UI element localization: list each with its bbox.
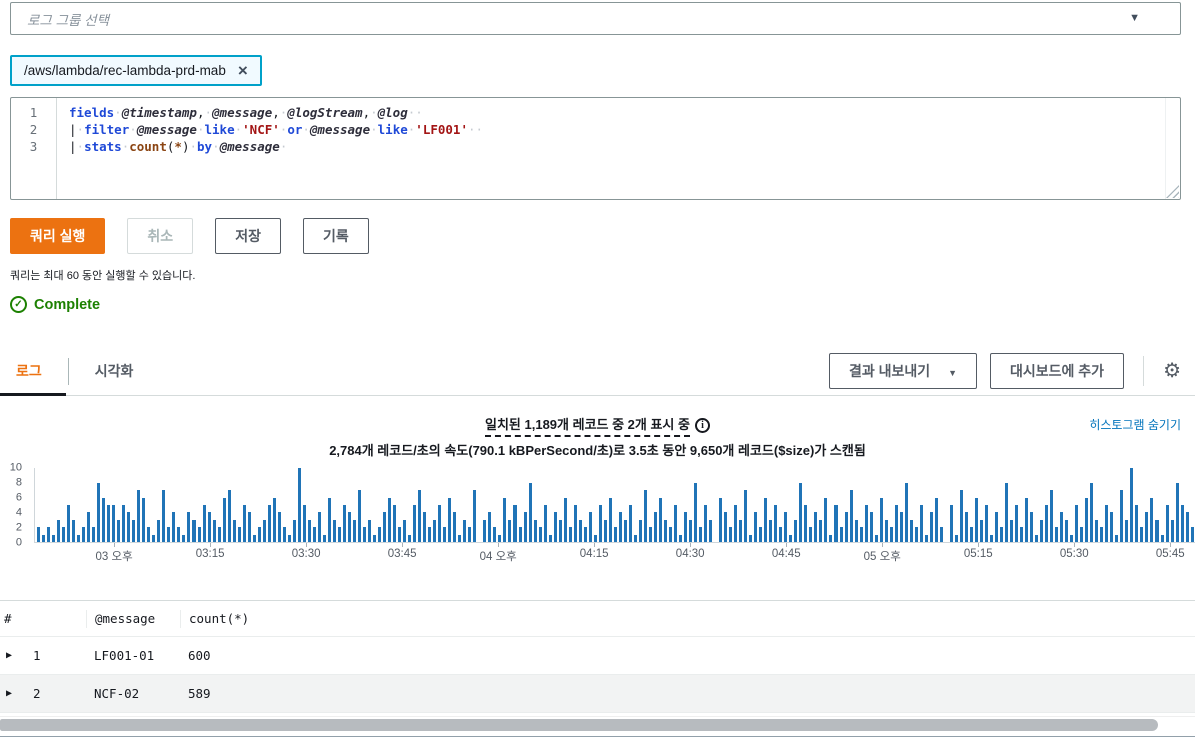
- cell-message: NCF-02: [94, 685, 140, 701]
- tab-visualization[interactable]: 시각화: [94, 363, 134, 379]
- log-group-chip: /aws/lambda/rec-lambda-prd-mab ×: [10, 55, 262, 86]
- results-actions: 결과 내보내기 ▼ 대시보드에 추가 ⚙: [829, 353, 1181, 389]
- hide-histogram-link[interactable]: 히스토그램 숨기기: [1089, 418, 1181, 432]
- chevron-down-icon: ▼: [948, 368, 957, 378]
- histogram-chart: 0 2 4 6 8 10 03 오후 03:15 03:30 03:45 04 오후 04:15 04…: [0, 461, 1195, 566]
- log-group-select[interactable]: 로그 그룹 선택 ▼: [10, 2, 1181, 35]
- query-status-label: Complete: [34, 296, 101, 313]
- check-circle-icon: ✓: [10, 296, 27, 313]
- editor-scrollbar-track: [1165, 98, 1166, 199]
- log-group-chip-label: /aws/lambda/rec-lambda-prd-mab: [24, 63, 226, 78]
- info-icon[interactable]: i: [694, 418, 710, 433]
- expand-row-icon[interactable]: ▶: [6, 688, 13, 699]
- row-index: 1: [33, 648, 41, 663]
- editor-code[interactable]: fields·@timestamp,·@message,·@logStream,…: [69, 105, 484, 154]
- active-tab-underline: [0, 393, 66, 396]
- table-row[interactable]: ▶ 1 LF001-01 600: [0, 637, 1195, 675]
- chart-x-axis: 03 오후 03:15 03:30 03:45 04 오후 04:15 04:30 04:45…: [95, 548, 1185, 563]
- horizontal-scrollbar[interactable]: [0, 716, 1195, 732]
- save-button[interactable]: 저장: [215, 218, 281, 254]
- histogram-titles: 일치된 1,189개 레코드 중 2개 표시 중 i 2,784개 레코드/초의…: [0, 414, 1195, 459]
- query-duration-note: 쿼리는 최대 60 동안 실행할 수 있습니다.: [10, 270, 196, 282]
- tab-divider: [67, 357, 69, 385]
- chart-bars: [35, 468, 1195, 542]
- gear-icon[interactable]: ⚙: [1163, 360, 1181, 382]
- chart-y-axis: 0 2 4 6 8 10: [9, 461, 22, 549]
- column-header-message: @message: [86, 609, 180, 628]
- horizontal-scrollbar-thumb[interactable]: [0, 719, 1158, 731]
- add-to-dashboard-button[interactable]: 대시보드에 추가: [990, 353, 1125, 389]
- tab-logs[interactable]: 로그: [16, 363, 42, 379]
- histogram-section: 히스토그램 숨기기 일치된 1,189개 레코드 중 2개 표시 중 i 2,7…: [0, 414, 1195, 566]
- log-group-select-placeholder: 로그 그룹 선택: [27, 12, 110, 28]
- query-status: ✓ Complete: [10, 296, 1185, 313]
- column-header-count: count(*): [180, 609, 1195, 628]
- expand-row-icon[interactable]: ▶: [6, 650, 13, 661]
- cancel-button[interactable]: 취소: [127, 218, 194, 254]
- records-matched-summary: 일치된 1,189개 레코드 중 2개 표시 중: [485, 414, 690, 437]
- chart-plot-area: [34, 468, 1195, 543]
- chevron-down-icon[interactable]: ▼: [1129, 12, 1140, 24]
- results-header: 로그 시각화 결과 내보내기 ▼ 대시보드에 추가 ⚙: [0, 347, 1195, 396]
- run-query-button[interactable]: 쿼리 실행: [10, 218, 106, 254]
- remove-chip-icon[interactable]: ×: [237, 61, 248, 80]
- column-header-index: #: [4, 611, 12, 626]
- cell-count: 600: [188, 647, 211, 663]
- cell-count: 589: [188, 685, 211, 701]
- history-button[interactable]: 기록: [302, 218, 369, 254]
- query-toolbar: 쿼리 실행 취소 저장 기록: [10, 218, 1185, 254]
- export-results-button[interactable]: 결과 내보내기 ▼: [829, 353, 977, 389]
- export-results-label: 결과 내보내기: [849, 363, 931, 379]
- table-body: ▶ 1 LF001-01 600 ▶ 2 NCF-02 589: [0, 637, 1195, 713]
- table-header-row: # @message count(*): [0, 601, 1195, 637]
- scan-rate-summary: 2,784개 레코드/초의 속도(790.1 kBPerSecond/초)로 3…: [329, 443, 866, 458]
- chart-tick-marks: [34, 543, 1195, 547]
- results-table: # @message count(*) ▶ 1 LF001-01 600 ▶ 2 NCF-0…: [0, 600, 1195, 713]
- table-row[interactable]: ▶ 2 NCF-02 589: [0, 675, 1195, 713]
- row-index: 2: [33, 686, 41, 701]
- cell-message: LF001-01: [94, 647, 155, 663]
- actions-divider: [1143, 356, 1145, 386]
